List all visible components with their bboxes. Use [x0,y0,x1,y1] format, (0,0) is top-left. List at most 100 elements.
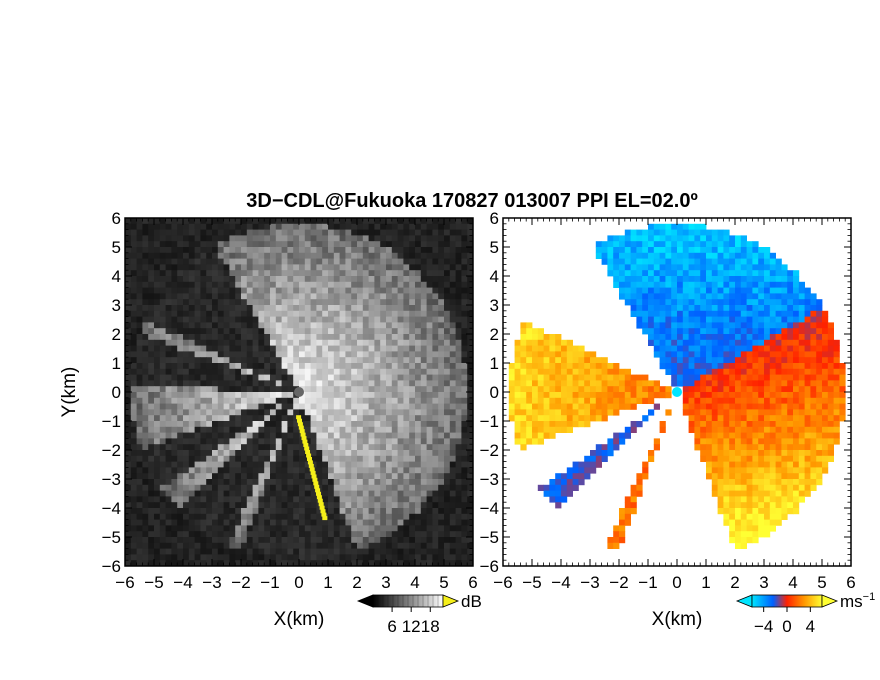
intensity-cell [188,264,195,271]
velocity-cell [717,363,724,370]
intensity-cell [409,473,416,480]
intensity-cell [357,305,364,312]
intensity-cell [258,519,265,526]
velocity-cell [752,386,759,393]
intensity-cell [235,299,242,306]
intensity-cell [142,397,149,404]
velocity-cell [758,293,765,300]
intensity-cell [154,432,161,439]
intensity-cell [293,287,300,294]
intensity-cell [125,258,132,265]
intensity-cell [299,229,306,236]
intensity-cell [125,287,132,294]
intensity-cell [386,270,393,277]
intensity-cell [386,241,393,248]
intensity-cell [328,357,335,364]
intensity-cell [386,403,393,410]
intensity-cell [281,241,288,248]
intensity-cell [455,484,462,491]
intensity-cell [125,415,132,422]
intensity-cell [287,548,294,555]
intensity-cell [409,531,416,538]
intensity-cell [333,461,340,468]
intensity-cell [165,461,172,468]
intensity-cell [345,548,352,555]
intensity-cell [374,415,381,422]
intensity-cell [194,542,201,549]
velocity-cell [758,322,765,329]
intensity-cell [299,409,306,416]
velocity-cell [508,392,515,399]
intensity-cell [415,531,422,538]
intensity-cell [391,537,398,544]
intensity-cell [130,258,137,265]
intensity-cell [287,299,294,306]
intensity-cell [206,461,213,468]
intensity-cell [449,426,456,433]
intensity-cell [322,392,329,399]
intensity-cell [316,537,323,544]
intensity-cell [177,247,184,254]
intensity-cell [270,455,277,462]
intensity-cell [223,455,230,462]
intensity-cell [444,281,451,288]
velocity-cell [804,287,811,294]
intensity-cell [316,426,323,433]
velocity-cell [636,305,643,312]
intensity-cell [183,496,190,503]
intensity-cell [183,467,190,474]
intensity-cell [461,310,468,317]
intensity-cell [362,351,369,358]
intensity-cell [177,218,184,225]
intensity-cell [287,287,294,294]
velocity-cell [723,351,730,358]
intensity-cell [397,223,404,230]
intensity-cell [449,328,456,335]
intensity-cell [345,403,352,410]
intensity-cell [322,363,329,370]
velocity-cell [694,229,701,236]
intensity-cell [177,258,184,265]
intensity-cell [125,479,132,486]
intensity-cell [455,560,462,566]
intensity-cell [177,223,184,230]
intensity-cell [438,432,445,439]
intensity-cell [322,554,329,561]
intensity-cell [188,421,195,428]
intensity-cell [212,397,219,404]
velocity-cell [717,247,724,254]
intensity-cell [275,467,282,474]
velocity-cell [659,293,666,300]
intensity-cell [455,310,462,317]
intensity-cell [229,264,236,271]
intensity-cell [461,287,468,294]
intensity-cell [316,548,323,555]
intensity-cell [194,426,201,433]
intensity-cell [270,334,277,341]
intensity-cell [403,508,410,515]
intensity-cell [183,293,190,300]
velocity-cell [775,264,782,271]
velocity-cell [717,264,724,271]
intensity-cell [165,357,172,364]
intensity-cell [270,426,277,433]
intensity-cell [351,368,358,375]
intensity-cell [154,252,161,259]
intensity-cell [357,345,364,352]
over-range-cell [300,432,306,437]
intensity-cell [351,461,358,468]
intensity-cell [461,525,468,532]
velocity-cell [590,392,597,399]
intensity-cell [206,450,213,457]
intensity-cell [264,473,271,480]
intensity-cell [165,484,172,491]
velocity-cell [723,299,730,306]
intensity-cell [293,322,300,329]
intensity-cell [455,548,462,555]
intensity-cell [362,386,369,393]
intensity-cell [391,450,398,457]
intensity-cell [223,310,230,317]
intensity-cell [200,258,207,265]
intensity-cell [281,513,288,520]
intensity-cell [322,241,329,248]
